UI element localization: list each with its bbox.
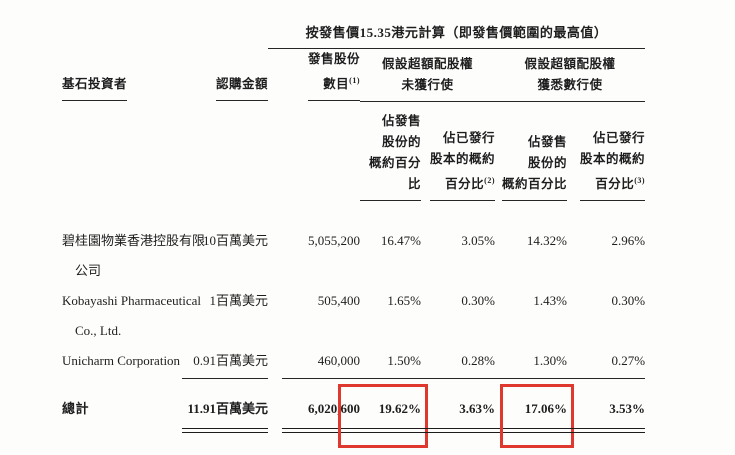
footnote-marker-1: (1) — [349, 76, 360, 85]
offer-shares: 505,400 — [317, 292, 360, 308]
rule — [495, 377, 567, 379]
total-offer-shares: 6,020,600 — [308, 400, 360, 416]
table-row-unicharm: Unicharm Corporation 0.91百萬美元 460,000 1.… — [62, 346, 646, 379]
col-group-no-exercise: 假設超額配股權 未獲行使 — [360, 48, 495, 102]
price-basis-header-row: 按發售價15.35港元計算（即發售價範圍的最高值） — [62, 24, 646, 49]
col-header-offer-shares: 發售股份 數目(1) — [307, 49, 360, 102]
pct-offer-full-exercise: 1.30% — [533, 352, 567, 368]
pct-offer-no-exercise: 16.47% — [380, 232, 421, 248]
column-header-row: 基石投資者 認購金額 發售股份 數目(1) 假設超額配股權 未獲行使 假設超額配… — [62, 48, 646, 102]
pct-offer-full-exercise: 14.32% — [526, 232, 567, 248]
pct-issued-full-exercise: 0.30% — [611, 292, 646, 308]
offer-shares: 5,055,200 — [308, 232, 360, 248]
subcol-pct-offer-full-exercise: 佔發售 股份的 概約百分比 — [501, 132, 567, 201]
total-row: 總計 11.91百萬美元 6,020,600 19.62% 3.63% 17.0… — [62, 379, 646, 448]
subscription-amount: 10百萬美元 — [202, 232, 268, 248]
investor-name: Kobayashi Pharmaceutical Co., Ltd. — [62, 292, 201, 338]
rule — [360, 377, 421, 379]
footnote-marker-2: (2) — [484, 175, 495, 185]
total-pct-issued-full-exercise: 3.53% — [609, 400, 646, 416]
total-subscription: 11.91百萬美元 — [187, 400, 268, 416]
pct-issued-full-exercise: 2.96% — [611, 232, 646, 248]
rule — [421, 377, 495, 379]
pct-issued-no-exercise: 0.28% — [461, 352, 495, 368]
offer-shares: 460,000 — [317, 352, 360, 368]
pct-issued-full-exercise: 0.27% — [611, 352, 646, 368]
double-rule — [421, 427, 495, 433]
rule — [567, 377, 646, 379]
price-basis-title: 按發售價15.35港元計算（即發售價範圍的最高值） — [268, 24, 646, 49]
total-label: 總計 — [62, 400, 90, 416]
pct-offer-full-exercise: 1.43% — [533, 292, 567, 308]
total-pct-issued-no-exercise: 3.63% — [459, 400, 495, 416]
rule — [282, 377, 360, 379]
double-rule — [495, 427, 567, 433]
col-header-subscription-amount: 認購金額 — [215, 74, 268, 102]
total-pct-offer-no-exercise: 19.62% — [378, 400, 421, 416]
table-row-bgy: 碧桂園物業香港控股有限公司 10百萬美元 5,055,200 16.47% 3.… — [62, 226, 645, 286]
investor-name: Unicharm Corporation — [62, 352, 181, 368]
subcol-pct-issued-full-exercise: 佔已發行 股本的概約 百分比(3) — [580, 128, 646, 201]
pct-offer-no-exercise: 1.50% — [387, 352, 421, 368]
subscription-amount: 0.91百萬美元 — [193, 352, 268, 368]
double-rule — [360, 427, 421, 433]
pct-offer-no-exercise: 1.65% — [387, 292, 421, 308]
pct-issued-no-exercise: 0.30% — [461, 292, 495, 308]
subcol-pct-issued-no-exercise: 佔已發行 股本的概約 百分比(2) — [429, 128, 495, 201]
footnote-marker-3: (3) — [634, 175, 646, 185]
double-rule — [182, 427, 268, 433]
pct-issued-no-exercise: 3.05% — [461, 232, 495, 248]
col-group-full-exercise: 假設超額配股權 獲悉數行使 — [495, 48, 646, 102]
investor-name: 碧桂園物業香港控股有限公司 — [62, 232, 206, 278]
col-header-investor: 基石投資者 — [62, 74, 128, 102]
sub-header-row: 佔發售 股份的 概約百分比 佔已發行 股本的概約 百分比(2) 佔發售 股份的 — [62, 101, 646, 201]
rule — [182, 377, 268, 379]
table-row-kobayashi: Kobayashi Pharmaceutical Co., Ltd. 1百萬美元… — [62, 286, 645, 346]
double-rule — [282, 427, 360, 433]
double-rule — [567, 427, 646, 433]
cornerstone-investors-table: 按發售價15.35港元計算（即發售價範圍的最高值） 基石投資者 認購金額 發售股… — [62, 24, 646, 448]
total-pct-offer-full-exercise: 17.06% — [524, 400, 567, 416]
subscription-amount: 1百萬美元 — [209, 292, 268, 308]
subcol-pct-offer-no-exercise: 佔發售 股份的 概約百分比 — [360, 111, 421, 201]
